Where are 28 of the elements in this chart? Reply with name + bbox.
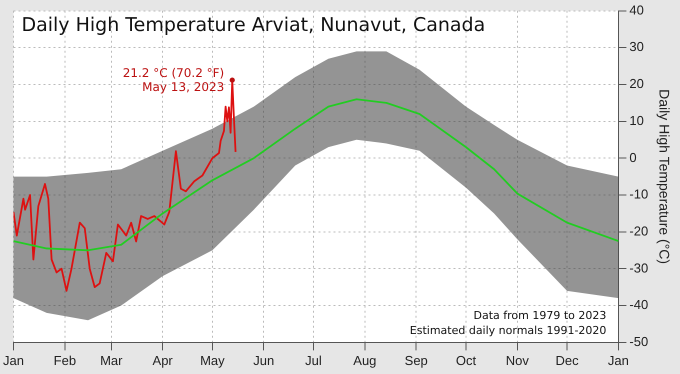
x-tick-label: Oct <box>456 352 476 368</box>
annotation: Estimated daily normals 1991-2020 <box>410 324 606 337</box>
x-tick-label: Nov <box>506 352 530 368</box>
annotation: Data from 1979 to 2023 <box>474 308 606 322</box>
y-tick-label: 10 <box>629 112 644 128</box>
y-tick-label: -50 <box>629 334 648 349</box>
y-tick-label: -20 <box>629 223 648 238</box>
x-tick-label: Jan <box>2 352 24 368</box>
y-tick-label: 30 <box>629 39 644 54</box>
x-tick-label: Jul <box>305 352 322 368</box>
annotation: 21.2 °C (70.2 °F) May 13, 2023 <box>122 66 224 94</box>
y-tick-label: 40 <box>629 2 644 18</box>
x-tick-label: Apr <box>152 352 174 368</box>
x-tick-label: Sep <box>404 352 428 368</box>
x-tick-label: Jun <box>253 352 274 368</box>
x-tick-label: Dec <box>555 352 580 368</box>
x-tick-label: Aug <box>353 352 376 368</box>
x-tick-label: Jan <box>608 352 629 368</box>
y-tick-label: 20 <box>629 76 644 92</box>
chart-title: Daily High Temperature Arviat, Nunavut, Canada <box>21 14 486 36</box>
y-axis-title: Daily High Temperature (°C) <box>656 89 673 264</box>
y-tick-label: -30 <box>629 260 648 276</box>
x-tick-label: Feb <box>54 352 76 368</box>
x-tick-label: Mar <box>100 352 124 368</box>
y-tick-label: -10 <box>629 186 648 202</box>
y-tick-label: 0 <box>629 150 637 165</box>
x-tick-label: May <box>200 352 226 368</box>
y-tick-label: -40 <box>629 297 648 312</box>
